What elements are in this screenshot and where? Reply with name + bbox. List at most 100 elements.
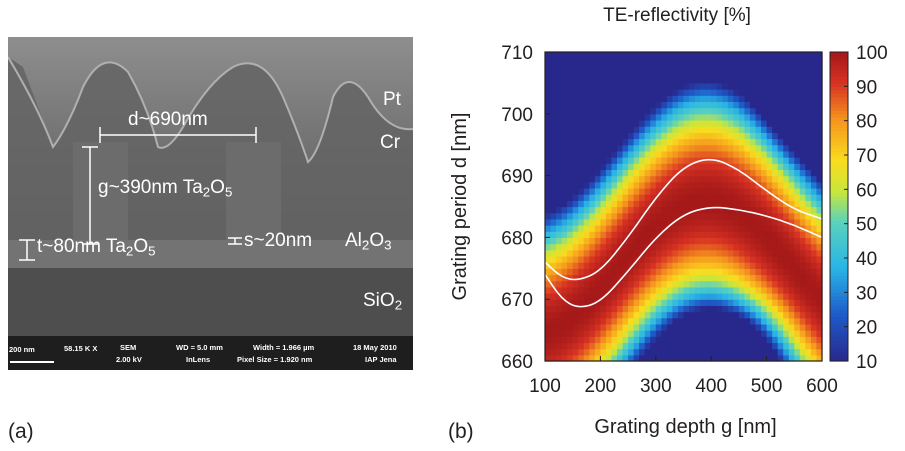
- heatmap-cell: [794, 82, 801, 90]
- heatmap-cell: [694, 52, 701, 59]
- heatmap-cell: [605, 157, 613, 164]
- heatmap-cell: [766, 76, 773, 84]
- heatmap-cell: [611, 169, 618, 177]
- heatmap-cell: [655, 107, 662, 115]
- heatmap-cell: [672, 175, 679, 183]
- heatmap-cell: [672, 206, 679, 214]
- heatmap-cell: [722, 336, 729, 344]
- heatmap-cell: [777, 150, 784, 158]
- heatmap-cell: [744, 268, 751, 276]
- heatmap-cell: [722, 89, 729, 96]
- heatmap-cell: [556, 354, 563, 362]
- heatmap-cell: [655, 336, 662, 344]
- heatmap-cell: [661, 293, 668, 300]
- heatmap-cell: [677, 52, 685, 59]
- heatmap-cell: [755, 218, 762, 226]
- heatmap-cell: [594, 64, 601, 72]
- heatmap-cell: [788, 82, 795, 90]
- heatmap-cell: [617, 206, 624, 214]
- heatmap-cell: [761, 243, 768, 251]
- heatmap-cell: [733, 311, 740, 319]
- heatmap-cell: [545, 113, 552, 121]
- heatmap-cell: [644, 58, 651, 65]
- heatmap-cell: [738, 280, 746, 288]
- heatmap-cell: [545, 64, 552, 72]
- heatmap-cell: [689, 348, 696, 356]
- heatmap-cell: [749, 354, 757, 362]
- heatmap-cell: [672, 311, 679, 319]
- heatmap-cell: [622, 187, 629, 195]
- heatmap-cell: [628, 132, 635, 140]
- heatmap-cell: [622, 342, 629, 350]
- heatmap-cell: [700, 311, 707, 319]
- y-axis-label: Grating period d [nm]: [449, 113, 471, 301]
- heatmap-cell: [572, 336, 579, 344]
- heatmap-cell: [672, 126, 679, 133]
- heatmap-cell: [655, 157, 662, 164]
- heatmap-cell: [683, 95, 690, 103]
- heatmap-cell: [711, 255, 718, 263]
- heatmap-cell: [722, 255, 729, 263]
- heatmap-cell: [716, 138, 723, 146]
- heatmap-cell: [727, 311, 734, 319]
- heatmap-cell: [700, 293, 707, 300]
- heatmap-cell: [617, 336, 624, 344]
- heatmap-cell: [578, 280, 585, 288]
- heatmap-cell: [694, 274, 701, 282]
- heatmap-cell: [572, 175, 579, 183]
- heatmap-cell: [617, 101, 624, 109]
- heatmap-cell: [788, 218, 795, 226]
- heatmap-cell: [761, 354, 768, 362]
- heatmap-cell: [655, 181, 662, 189]
- heatmap-cell: [545, 150, 552, 158]
- heatmap-cell: [700, 268, 707, 276]
- heatmap-cell: [611, 101, 618, 109]
- colorbar-segment: [830, 240, 848, 245]
- heatmap-cell: [805, 119, 812, 127]
- heatmap-cell: [716, 144, 723, 152]
- heatmap-cell: [556, 243, 563, 251]
- heatmap-cell: [583, 200, 590, 208]
- heatmap-cell: [783, 181, 790, 189]
- heatmap-cell: [567, 336, 574, 344]
- heatmap-cell: [766, 64, 773, 72]
- heatmap-cell: [666, 89, 674, 96]
- heatmap-cell: [655, 200, 662, 208]
- heatmap-cell: [589, 323, 596, 331]
- heatmap-cell: [744, 194, 751, 201]
- heatmap-cell: [611, 212, 618, 220]
- heatmap-cell: [567, 305, 574, 313]
- heatmap-cell: [666, 274, 674, 282]
- heatmap-cell: [666, 249, 674, 257]
- heatmap-cell: [816, 274, 823, 282]
- heatmap-cell: [794, 342, 801, 350]
- heatmap-cell: [600, 200, 607, 208]
- heatmap-cell: [761, 330, 768, 337]
- heatmap-cell: [672, 243, 679, 251]
- heatmap-cell: [622, 89, 629, 96]
- heatmap-cell: [594, 336, 601, 344]
- heatmap-cell: [628, 138, 635, 146]
- heatmap-cell: [561, 323, 568, 331]
- heatmap-cell: [788, 212, 795, 220]
- heatmap-cell: [545, 200, 552, 208]
- heatmap-cell: [738, 175, 746, 183]
- heatmap-cell: [567, 52, 574, 59]
- heatmap-cell: [777, 249, 784, 257]
- heatmap-cell: [556, 194, 563, 201]
- heatmap-cell: [788, 293, 795, 300]
- heatmap-cell: [545, 317, 552, 325]
- heatmap-cell: [689, 70, 696, 78]
- heatmap-cell: [605, 274, 613, 282]
- heatmap-cell: [545, 89, 552, 96]
- heatmap-cell: [705, 305, 712, 313]
- heatmap-cell: [644, 323, 651, 331]
- heatmap-cell: [772, 317, 779, 325]
- heatmap-cell: [749, 163, 757, 171]
- heatmap-cell: [766, 299, 773, 306]
- heatmap-cell: [727, 249, 734, 257]
- heatmap-cell: [672, 342, 679, 350]
- heatmap-cell: [550, 280, 557, 288]
- heatmap-cell: [761, 76, 768, 84]
- heatmap-cell: [628, 323, 635, 331]
